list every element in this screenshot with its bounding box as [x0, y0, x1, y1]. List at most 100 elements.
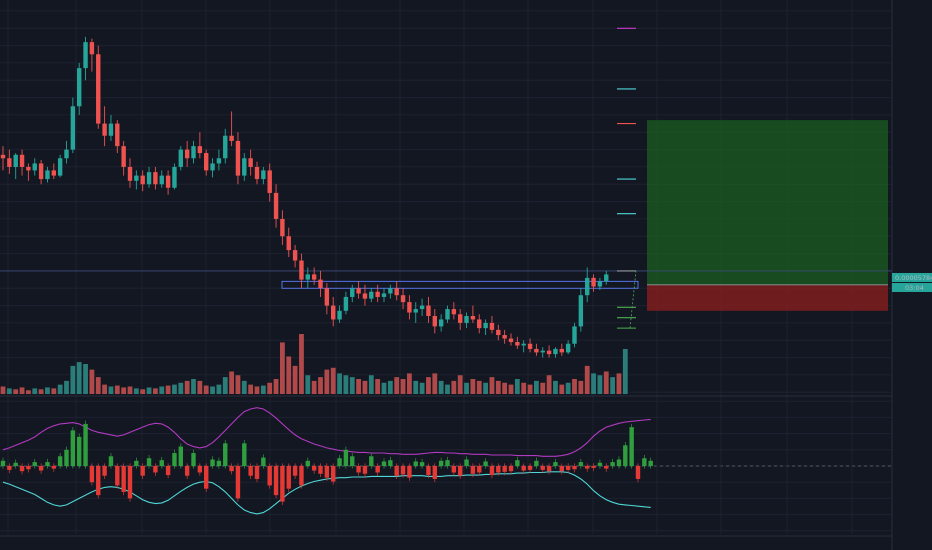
candle-body: [356, 288, 361, 294]
indicator-bar: [223, 443, 228, 466]
volume-bar: [413, 380, 419, 394]
indicator-bar: [451, 466, 457, 473]
indicator-bar: [591, 466, 596, 468]
indicator-bar: [38, 466, 44, 471]
indicator-bar: [248, 466, 253, 476]
fib-extension[interactable]: [617, 27, 637, 329]
candle-body: [502, 335, 507, 339]
candle-body: [7, 158, 12, 167]
volume-bar: [597, 375, 603, 394]
candle-body: [26, 166, 31, 171]
volume-bar: [76, 362, 82, 394]
current-price-marker: 0.00005784 03:04: [892, 273, 932, 292]
volume-bar: [146, 387, 152, 394]
candle-body: [445, 309, 450, 320]
volume-bar: [159, 386, 165, 394]
volume-bar: [254, 386, 260, 394]
volume-bar: [108, 386, 114, 394]
indicator-bar: [350, 456, 355, 466]
indicator-bar: [470, 466, 476, 474]
indicator-bar: [623, 445, 628, 466]
indicator-bar: [362, 466, 368, 474]
volume-bar: [83, 364, 88, 394]
indicator-bar: [388, 460, 393, 466]
candle-body: [197, 146, 203, 154]
volume-bar: [616, 373, 622, 394]
indicator-bar: [26, 466, 31, 470]
indicator-bar: [115, 466, 120, 486]
volume-bar: [311, 380, 317, 394]
candle-body: [223, 135, 228, 159]
indicator-bar: [242, 443, 247, 466]
candle-body: [134, 175, 139, 181]
volume-bar: [572, 379, 577, 394]
candle-body: [572, 326, 577, 344]
indicator-bar: [553, 462, 558, 466]
candle-body: [204, 153, 209, 171]
position-zones[interactable]: [0, 120, 892, 311]
candle-body: [89, 42, 95, 55]
indicator-bar: [508, 466, 514, 472]
indicator-bar: [597, 462, 603, 466]
volume-bar: [229, 371, 234, 394]
candle-body: [299, 260, 304, 280]
candle-body: [464, 316, 469, 323]
candle-body: [470, 316, 476, 320]
volume-bar: [64, 380, 69, 394]
volume-bar: [546, 375, 552, 394]
volume-bar: [343, 375, 349, 394]
indicator-bar: [108, 456, 114, 466]
candle-body: [121, 146, 126, 167]
candle-body: [242, 158, 247, 176]
candlesticks: [0, 36, 609, 358]
indicator-bar: [311, 466, 317, 471]
volume-bar: [114, 385, 120, 394]
candle-body: [362, 293, 368, 299]
indicator-bar: [235, 466, 241, 499]
volume-bar: [553, 380, 558, 394]
indicator-bar: [496, 466, 501, 473]
indicator-bar: [0, 460, 6, 466]
volume-bar: [489, 377, 495, 394]
indicator-bar: [445, 460, 450, 466]
indicator-bar: [318, 466, 323, 474]
indicator-bar: [400, 466, 406, 475]
volume-bar: [521, 382, 527, 394]
indicator-bar: [483, 461, 488, 466]
indicator-bar: [286, 466, 291, 489]
indicator-bar: [458, 466, 463, 476]
indicator-bar: [178, 446, 183, 466]
volume-bar: [13, 389, 19, 394]
volume-bar: [508, 384, 514, 394]
candle-body: [419, 305, 425, 310]
volume-bar: [591, 373, 596, 394]
indicator-bar: [140, 466, 145, 476]
volume-bar: [203, 385, 209, 394]
candle-body: [585, 277, 590, 296]
indicator-bar: [127, 466, 133, 499]
volume-bar: [260, 385, 266, 394]
volume-bar: [6, 388, 12, 394]
candle-body: [13, 154, 18, 167]
candle-body: [70, 106, 76, 150]
indicator-bar: [261, 457, 266, 466]
indicator-bar: [331, 466, 336, 482]
candle-body: [32, 163, 37, 171]
candle-body: [343, 296, 349, 311]
volume-bar: [432, 373, 438, 394]
indicator-bar: [197, 466, 203, 473]
indicator-bar: [565, 466, 571, 470]
indicator-bar: [32, 462, 37, 466]
candle-body: [178, 149, 183, 167]
candle-body: [477, 319, 482, 329]
indicator-bar: [585, 466, 590, 469]
volume-bar: [381, 382, 387, 394]
candle-body: [191, 146, 196, 159]
indicator-bar: [343, 449, 349, 466]
volume-bar: [235, 375, 241, 394]
volume-bar: [127, 386, 133, 394]
volume-bar: [603, 371, 609, 394]
volume-bar: [438, 380, 444, 394]
volume-bar: [407, 373, 412, 394]
